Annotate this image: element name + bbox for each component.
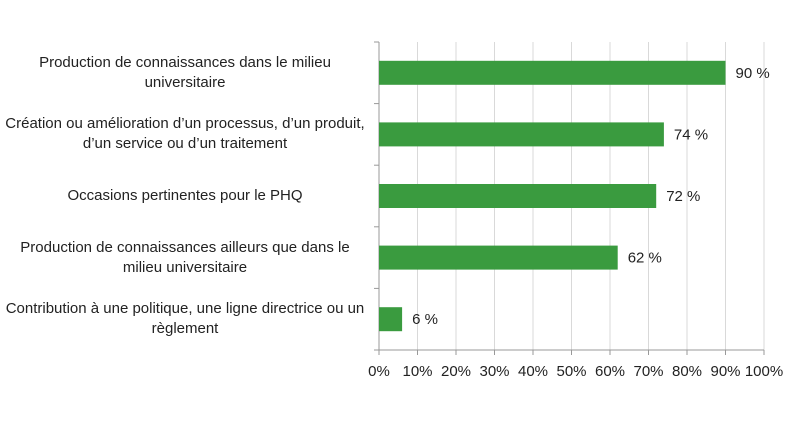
x-tick-label: 20% — [441, 363, 471, 380]
data-label: 90 % — [736, 65, 770, 82]
bar — [379, 184, 657, 208]
bar — [379, 307, 403, 332]
data-label: 6 % — [412, 311, 438, 328]
x-tick-label: 40% — [518, 363, 548, 380]
x-tick-label: 80% — [672, 363, 702, 380]
x-tick-label: 100% — [745, 363, 783, 380]
data-label: 62 % — [628, 250, 662, 267]
x-tick-label: 60% — [595, 363, 625, 380]
data-label: 74 % — [674, 126, 708, 143]
category-label: Production de connaissances dans le mili… — [39, 53, 331, 91]
bar — [379, 245, 618, 270]
bar — [379, 60, 726, 85]
x-tick-label: 70% — [633, 363, 663, 380]
bar — [379, 122, 664, 147]
x-tick-label: 50% — [556, 363, 586, 380]
category-label: Occasions pertinentes pour le PHQ — [67, 187, 303, 204]
category-label: Création ou amélioration d’un processus,… — [5, 115, 365, 153]
x-tick-label: 10% — [402, 363, 432, 380]
category-label: Contribution à une politique, une ligne … — [5, 300, 365, 338]
x-tick-label: 30% — [479, 363, 509, 380]
x-tick-label: 0% — [368, 363, 390, 380]
data-label: 72 % — [666, 188, 700, 205]
x-tick-label: 90% — [710, 363, 740, 380]
category-label: Production de connaissances ailleurs que… — [20, 238, 350, 276]
